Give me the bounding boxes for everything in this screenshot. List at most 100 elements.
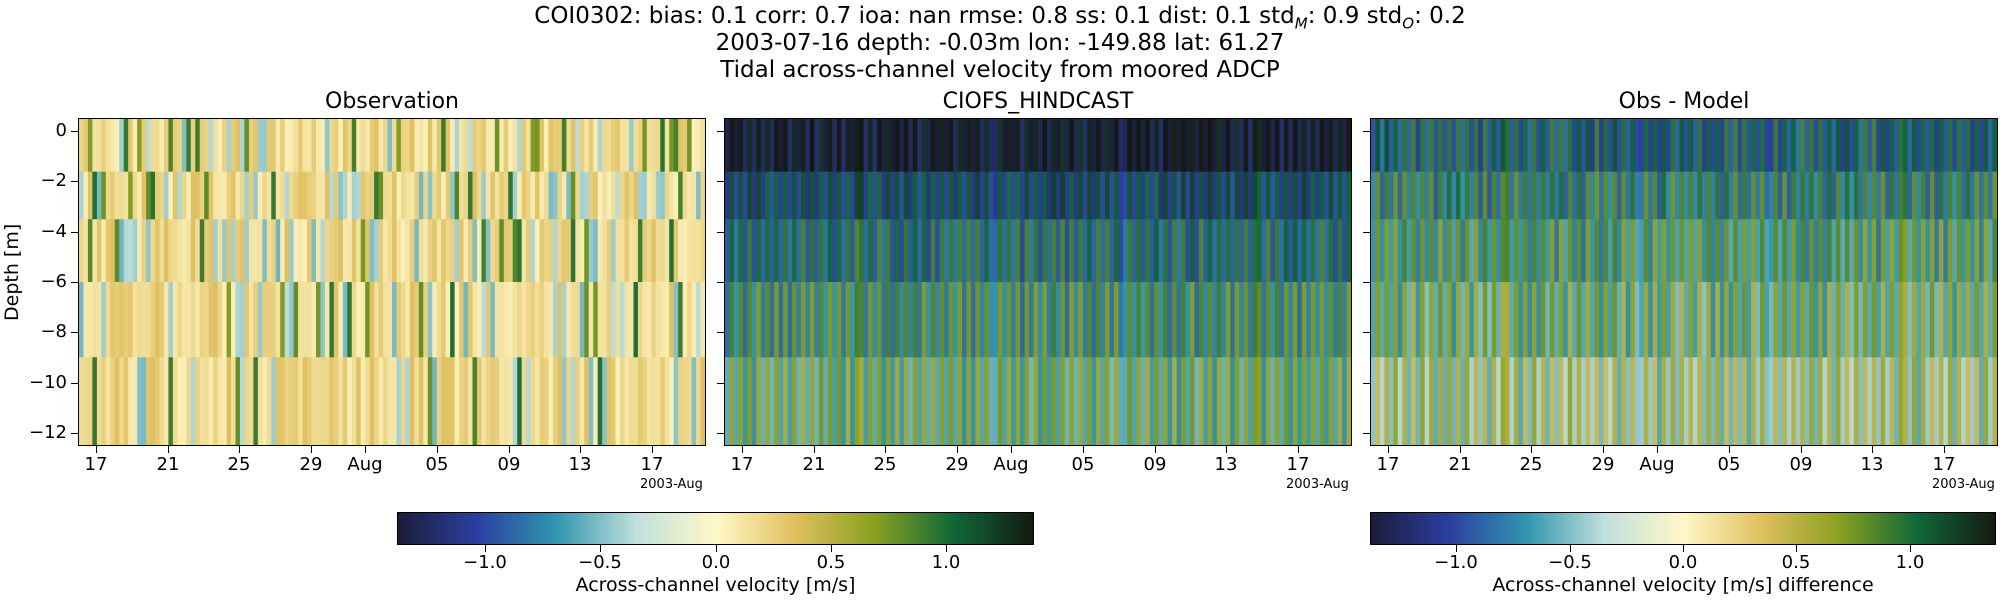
heatmap-cell — [1719, 119, 1725, 173]
heatmap-cell — [1207, 357, 1213, 445]
heatmap-cell — [1310, 171, 1316, 220]
heatmap-cell — [1822, 219, 1828, 283]
heatmap-cell — [1804, 119, 1810, 173]
heatmap-cell — [1585, 282, 1591, 358]
heatmap-cell — [1607, 171, 1613, 220]
heatmap-cell — [637, 219, 643, 283]
heatmap-cell — [257, 171, 263, 220]
heatmap-cell — [1145, 282, 1151, 358]
heatmap-observation-svg — [79, 119, 705, 445]
heatmap-cell — [1616, 171, 1622, 220]
heatmap-cell — [347, 282, 353, 358]
heatmap-cell — [1961, 357, 1967, 445]
heatmap-cell — [1478, 219, 1484, 283]
heatmap-cell — [769, 219, 775, 283]
heatmap-cell — [1563, 282, 1569, 358]
heatmap-cell — [172, 171, 178, 220]
heatmap-cell — [975, 171, 981, 220]
heatmap-cell — [1751, 282, 1756, 358]
heatmap-cell — [1549, 219, 1555, 283]
heatmap-cell — [1194, 357, 1200, 445]
heatmap-cell — [584, 119, 590, 173]
heatmap-cell — [1889, 282, 1895, 358]
heatmap-cell — [1487, 171, 1493, 220]
heatmap-cell — [1733, 219, 1739, 283]
heatmap-cell — [1531, 219, 1537, 283]
x-tick-label: 13 — [568, 454, 592, 475]
heatmap-cell — [765, 219, 771, 283]
heatmap-cell — [1006, 171, 1012, 220]
heatmap-cell — [155, 219, 160, 283]
heatmap-cell — [427, 357, 433, 445]
heatmap-cell — [1438, 357, 1443, 445]
heatmap-cell — [1337, 219, 1343, 283]
heatmap-cell — [96, 171, 102, 220]
heatmap-cell — [1643, 282, 1649, 358]
heatmap-cell — [1243, 282, 1249, 358]
heatmap-cell — [1087, 119, 1093, 173]
heatmap-cell — [374, 219, 379, 283]
heatmap-cell — [1925, 171, 1931, 220]
heatmap-cell — [1464, 171, 1470, 220]
heatmap-cell — [783, 282, 788, 358]
heatmap-cell — [1288, 119, 1294, 173]
heatmap-cell — [168, 119, 174, 173]
heatmap-cell — [101, 171, 107, 220]
x-tick-label: 05 — [1717, 454, 1741, 475]
heatmap-cell — [1406, 171, 1412, 220]
heatmap-cell — [1397, 119, 1403, 173]
heatmap-cell — [1207, 171, 1213, 220]
heatmap-cell — [700, 282, 705, 358]
heatmap-cell — [1212, 119, 1218, 173]
heatmap-cell — [396, 219, 402, 283]
heatmap-cell — [854, 119, 860, 173]
heatmap-cell — [105, 282, 111, 358]
heatmap-cell — [1871, 282, 1877, 358]
heatmap-cell — [1230, 119, 1236, 173]
heatmap-cell — [535, 282, 540, 358]
heatmap-cell — [114, 357, 120, 445]
heatmap-cell — [1020, 219, 1025, 283]
heatmap-cell — [859, 171, 865, 220]
heatmap-cell — [423, 357, 429, 445]
heatmap-cell — [678, 219, 684, 283]
heatmap-cell — [253, 282, 259, 358]
heatmap-cell — [1827, 171, 1832, 220]
heatmap-cell — [1283, 171, 1289, 220]
heatmap-cell — [418, 219, 424, 283]
heatmap-cell — [1661, 119, 1667, 173]
heatmap-cell — [1011, 282, 1017, 358]
heatmap-cell — [92, 357, 98, 445]
heatmap-cell — [1943, 357, 1949, 445]
heatmap-cell — [1324, 357, 1330, 445]
heatmap-cell — [774, 171, 780, 220]
heatmap-cell — [172, 219, 178, 283]
heatmap-cell — [561, 357, 567, 445]
heatmap-cell — [769, 282, 775, 358]
panel-title-ciofs-hindcast: CIOFS_HINDCAST — [942, 89, 1134, 114]
heatmap-cell — [329, 219, 335, 283]
heatmap-cell — [1585, 171, 1591, 220]
heatmap-cell — [961, 119, 967, 173]
heatmap-cell — [850, 171, 856, 220]
heatmap-cell — [966, 119, 972, 173]
heatmap-cell — [1149, 282, 1155, 358]
heatmap-cell — [1127, 219, 1133, 283]
heatmap-cell — [217, 119, 223, 173]
heatmap-cell — [1692, 357, 1698, 445]
heatmap-cell — [535, 171, 540, 220]
heatmap-cell — [499, 357, 505, 445]
heatmap-cell — [682, 119, 688, 173]
heatmap-cell — [1786, 282, 1792, 358]
x-tick-mark — [1155, 446, 1156, 453]
heatmap-cell — [284, 171, 290, 220]
heatmap-cell — [1576, 119, 1582, 173]
heatmap-cell — [1531, 119, 1537, 173]
heatmap-cell — [400, 357, 406, 445]
heatmap-cell — [1862, 219, 1868, 283]
heatmap-cell — [1055, 171, 1061, 220]
heatmap-cell — [1337, 282, 1343, 358]
heatmap-cell — [787, 219, 793, 283]
heatmap-cell — [266, 119, 272, 173]
heatmap-cell — [765, 119, 771, 173]
